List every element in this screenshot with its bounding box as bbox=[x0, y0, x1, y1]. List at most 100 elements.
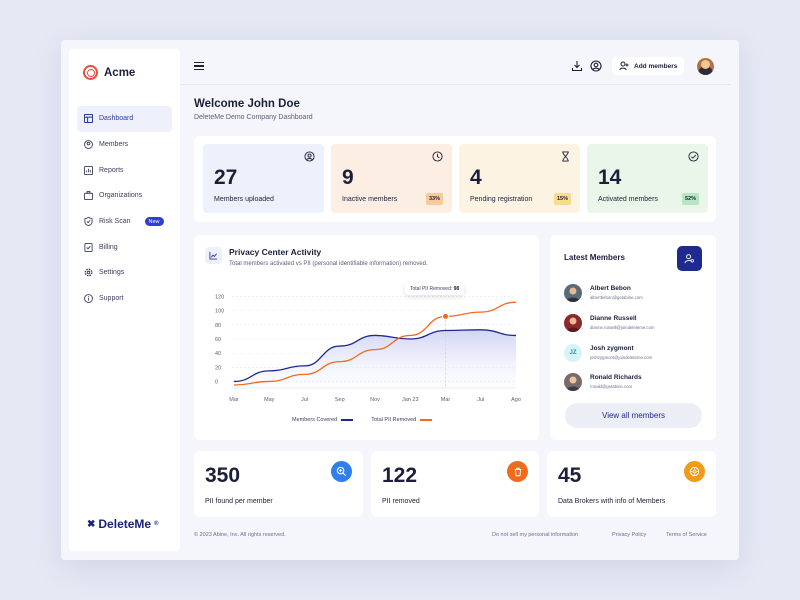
stat-label: Members uploaded bbox=[214, 196, 274, 203]
stat-card-activated-members: 14 Activated members 52% bbox=[587, 144, 708, 213]
chart-legend: Members Covered Total PII Removed bbox=[292, 417, 433, 423]
member-avatar bbox=[564, 373, 582, 391]
stat-card-inactive-members: 9 Inactive members 33% bbox=[331, 144, 452, 213]
x-tick-label: May bbox=[264, 397, 275, 403]
shield-icon bbox=[84, 217, 93, 227]
add-members-button[interactable]: Add members bbox=[612, 57, 685, 75]
deleteme-wordmark: DeleteMe bbox=[98, 517, 152, 531]
sidebar-item-label: Organizations bbox=[99, 192, 143, 200]
broker-icon[interactable] bbox=[684, 461, 705, 482]
stat-value: 122 bbox=[382, 464, 418, 487]
brand-name: Acme bbox=[104, 66, 136, 79]
legend-item-total-pii-removed[interactable]: Total PII Removed bbox=[371, 417, 433, 423]
sidebar-item-settings[interactable]: Settings bbox=[77, 260, 172, 286]
page-title: Welcome John Doe bbox=[194, 98, 300, 110]
user-avatar[interactable] bbox=[697, 58, 714, 75]
data-brokers-card: 45 Data Brokers with info of Members bbox=[547, 451, 716, 517]
user-circle-icon[interactable] bbox=[590, 60, 602, 72]
add-user-icon bbox=[619, 61, 629, 71]
user-circle-icon bbox=[304, 151, 315, 162]
member-email: dianne.russell@joindeleteme.com bbox=[590, 325, 655, 330]
x-tick-label: Jan 23 bbox=[402, 397, 419, 403]
sidebar-item-label: Settings bbox=[99, 269, 125, 277]
stat-value: 4 bbox=[470, 166, 482, 189]
x-tick-label: Ago bbox=[511, 397, 521, 403]
search-icon[interactable] bbox=[331, 461, 352, 482]
member-name: Ronald Richards bbox=[590, 374, 642, 381]
members-covered-area bbox=[234, 329, 516, 388]
sidebar-nav: Dashboard Members Reports Organizations … bbox=[77, 106, 172, 312]
member-name: Albert Bebon bbox=[590, 285, 631, 292]
sidebar-item-risk-scan[interactable]: Risk Scan New bbox=[77, 209, 172, 235]
check-circle-icon bbox=[688, 151, 699, 162]
hamburger-menu-icon[interactable] bbox=[194, 62, 204, 72]
dashboard-icon bbox=[84, 114, 93, 124]
footer-link-do-not-sell[interactable]: Do not sell my personal information bbox=[492, 532, 579, 538]
privacy-activity-chart[interactable]: 0 20 40 60 80 100 120 Mar May Jul Sep Nov Jan 23 Mar J… bbox=[194, 235, 539, 440]
brand-logo[interactable]: Acme bbox=[83, 65, 135, 80]
pii-found-card: 350 PII found per member bbox=[194, 451, 363, 517]
x-tick-label: Mar bbox=[441, 397, 451, 403]
gear-icon bbox=[84, 268, 93, 277]
download-icon[interactable] bbox=[571, 60, 583, 72]
sidebar-item-label: Billing bbox=[99, 243, 118, 251]
registered-mark: ® bbox=[154, 521, 159, 527]
legend-swatch bbox=[420, 419, 433, 421]
x-tick-label: Jul bbox=[301, 397, 308, 403]
sidebar: Acme Dashboard Members Reports Organizat… bbox=[69, 49, 180, 551]
stat-percent-badge: 52% bbox=[681, 193, 699, 205]
chart-title: Privacy Center Activity bbox=[229, 247, 322, 257]
member-item[interactable]: JZ Josh zygmont joshzygmont@joindeleteme… bbox=[564, 343, 709, 363]
stat-value: 9 bbox=[342, 166, 354, 189]
app-frame: Acme Dashboard Members Reports Organizat… bbox=[61, 40, 739, 560]
member-name: Dianne Russell bbox=[590, 315, 637, 322]
sidebar-item-organizations[interactable]: Organizations bbox=[77, 183, 172, 209]
tooltip-label: Total PII Removed: bbox=[410, 286, 453, 292]
member-item[interactable]: Dianne Russell dianne.russell@joindelete… bbox=[564, 313, 709, 333]
stat-value: 27 bbox=[214, 166, 238, 189]
y-tick-label: 80 bbox=[215, 323, 221, 329]
x-tick-label: Jul bbox=[477, 397, 484, 403]
member-profile-button[interactable] bbox=[677, 246, 702, 271]
chart-tooltip: Total PII Removed: 98 bbox=[405, 283, 465, 295]
pii-removed-card: 122 PII removed bbox=[371, 451, 539, 517]
line-chart-icon bbox=[205, 247, 222, 264]
member-email: ronald@getabine.com bbox=[590, 384, 633, 389]
sidebar-item-support[interactable]: Support bbox=[77, 286, 172, 312]
stat-value: 45 bbox=[558, 464, 582, 487]
stat-label: PII removed bbox=[382, 498, 420, 505]
latest-members-card: Latest Members Albert Bebon albertbebon@… bbox=[550, 235, 716, 440]
member-item[interactable]: Albert Bebon albertbebon@getabine.com bbox=[564, 283, 709, 303]
sidebar-item-dashboard[interactable]: Dashboard bbox=[77, 106, 172, 132]
deleteme-logo: ✖ DeleteMe ® bbox=[87, 517, 159, 531]
x-tick-label: Sep bbox=[335, 397, 345, 403]
stats-panel: 27 Members uploaded 9 Inactive members 3… bbox=[194, 136, 716, 222]
privacy-activity-card: 0 20 40 60 80 100 120 Mar May Jul Sep Nov Jan 23 Mar J… bbox=[194, 235, 539, 440]
member-avatar bbox=[564, 314, 582, 332]
view-all-members-button[interactable]: View all members bbox=[565, 403, 702, 428]
clock-icon bbox=[432, 151, 443, 162]
stat-percent-badge: 33% bbox=[425, 193, 443, 205]
topbar: Add members bbox=[180, 49, 731, 85]
sidebar-item-reports[interactable]: Reports bbox=[77, 157, 172, 183]
stat-card-pending-registration: 4 Pending registration 15% bbox=[459, 144, 580, 213]
page-subtitle: DeleteMe Demo Company Dashboard bbox=[194, 114, 313, 121]
legend-item-members-covered[interactable]: Members Covered bbox=[292, 417, 354, 423]
footer-link-privacy[interactable]: Privacy Policy bbox=[612, 532, 647, 538]
stat-value: 350 bbox=[205, 464, 241, 487]
member-item[interactable]: Ronald Richards ronald@getabine.com bbox=[564, 372, 709, 392]
sidebar-item-billing[interactable]: Billing bbox=[77, 234, 172, 260]
tooltip-value: 98 bbox=[453, 286, 460, 292]
sidebar-item-members[interactable]: Members bbox=[77, 132, 172, 158]
stat-value: 14 bbox=[598, 166, 622, 189]
y-tick-label: 0 bbox=[215, 379, 218, 385]
trash-icon[interactable] bbox=[507, 461, 528, 482]
sidebar-item-label: Risk Scan bbox=[99, 218, 131, 226]
y-tick-label: 100 bbox=[215, 309, 224, 315]
footer-link-terms[interactable]: Terms of Service bbox=[666, 532, 707, 538]
new-badge: New bbox=[144, 217, 164, 227]
sidebar-item-label: Support bbox=[99, 295, 124, 303]
legend-label: Members Covered bbox=[292, 417, 338, 423]
deleteme-mark-icon: ✖ bbox=[87, 518, 96, 530]
x-tick-label: Nov bbox=[370, 397, 380, 403]
